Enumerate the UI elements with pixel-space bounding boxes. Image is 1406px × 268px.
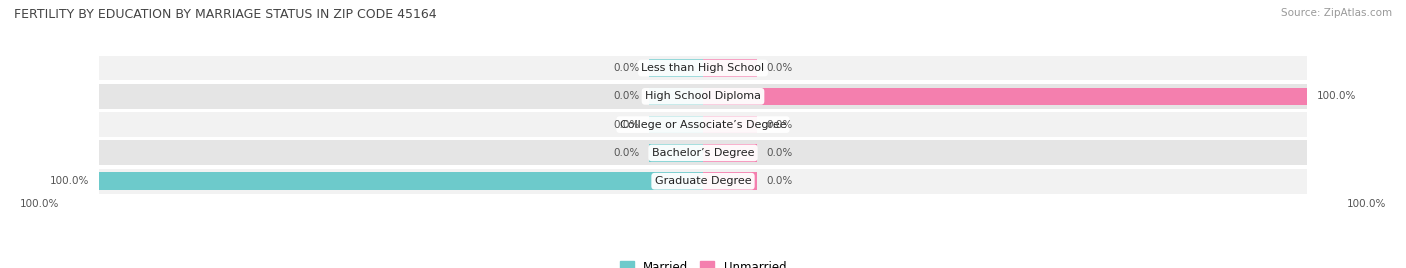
Text: 0.0%: 0.0% xyxy=(766,120,793,130)
Text: High School Diploma: High School Diploma xyxy=(645,91,761,101)
Text: 0.0%: 0.0% xyxy=(766,176,793,186)
Text: 0.0%: 0.0% xyxy=(613,63,640,73)
Text: 100.0%: 100.0% xyxy=(20,199,59,209)
Legend: Married, Unmarried: Married, Unmarried xyxy=(614,257,792,268)
Bar xyxy=(98,84,1308,109)
Text: Source: ZipAtlas.com: Source: ZipAtlas.com xyxy=(1281,8,1392,18)
Text: Graduate Degree: Graduate Degree xyxy=(655,176,751,186)
Text: FERTILITY BY EDUCATION BY MARRIAGE STATUS IN ZIP CODE 45164: FERTILITY BY EDUCATION BY MARRIAGE STATU… xyxy=(14,8,437,21)
Text: Bachelor’s Degree: Bachelor’s Degree xyxy=(652,148,754,158)
Bar xyxy=(703,88,1308,105)
Bar xyxy=(703,116,758,133)
Bar xyxy=(703,172,758,190)
Text: College or Associate’s Degree: College or Associate’s Degree xyxy=(620,120,786,130)
Bar xyxy=(703,59,758,77)
Text: 0.0%: 0.0% xyxy=(766,148,793,158)
Text: 100.0%: 100.0% xyxy=(1316,91,1355,101)
Text: 0.0%: 0.0% xyxy=(766,63,793,73)
Text: 100.0%: 100.0% xyxy=(1347,199,1386,209)
Bar xyxy=(98,140,1308,165)
Bar xyxy=(648,59,703,77)
Bar xyxy=(98,55,1308,80)
Text: 100.0%: 100.0% xyxy=(51,176,90,186)
Bar xyxy=(98,169,1308,194)
Bar xyxy=(648,88,703,105)
Text: Less than High School: Less than High School xyxy=(641,63,765,73)
Bar xyxy=(648,144,703,162)
Text: 0.0%: 0.0% xyxy=(613,148,640,158)
Bar xyxy=(98,112,1308,137)
Text: 0.0%: 0.0% xyxy=(613,120,640,130)
Bar xyxy=(703,144,758,162)
Bar xyxy=(98,172,703,190)
Text: 0.0%: 0.0% xyxy=(613,91,640,101)
Bar xyxy=(648,116,703,133)
